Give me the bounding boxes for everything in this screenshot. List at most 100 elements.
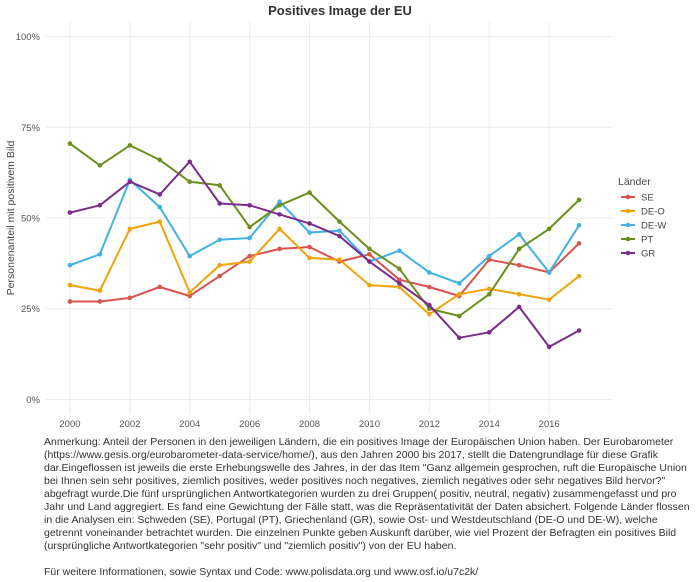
data-point-se bbox=[516, 262, 522, 268]
legend-marker-pt bbox=[625, 236, 631, 242]
data-point-se bbox=[307, 244, 312, 250]
data-point-pt bbox=[546, 226, 552, 232]
y-tick-label: 75% bbox=[21, 123, 41, 134]
data-point-de-w bbox=[277, 199, 282, 204]
footnote-text: Anmerkung: Anteil der Personen in den je… bbox=[44, 436, 690, 552]
y-axis-label: Personenanteil mit positivem Bild bbox=[5, 141, 17, 296]
data-point-pt bbox=[67, 141, 73, 146]
data-point-de-w bbox=[337, 228, 342, 234]
footnote: Anmerkung: Anteil der Personen in den je… bbox=[44, 436, 692, 579]
data-point-de-w bbox=[247, 235, 252, 241]
data-point-de-w bbox=[546, 270, 552, 275]
x-tick-label: 2008 bbox=[299, 419, 320, 430]
data-point-de-w bbox=[456, 281, 462, 286]
data-point-gr bbox=[516, 304, 522, 310]
data-point-de-o bbox=[546, 297, 552, 302]
chart-title: Positives Image der EU bbox=[268, 3, 412, 18]
data-point-pt bbox=[187, 179, 193, 185]
legend-label-gr: GR bbox=[641, 249, 655, 260]
data-point-se bbox=[217, 273, 222, 279]
series-line-se bbox=[70, 242, 580, 303]
data-point-pt bbox=[367, 246, 372, 252]
series-line-de-w bbox=[69, 178, 580, 285]
data-point-de-o bbox=[187, 290, 193, 295]
data-point-pt bbox=[456, 313, 462, 319]
data-point-pt bbox=[157, 157, 163, 163]
data-point-de-o bbox=[307, 255, 312, 261]
legend: Länder SE DE-O DE-W PT GR bbox=[618, 176, 666, 260]
x-tick-label: 2006 bbox=[239, 419, 260, 430]
data-point-de-o bbox=[217, 262, 222, 268]
data-point-de-w bbox=[217, 237, 222, 243]
data-point-de-o bbox=[397, 284, 402, 290]
data-point-gr bbox=[307, 221, 312, 226]
data-point-de-w bbox=[486, 253, 492, 259]
data-point-de-w bbox=[157, 204, 163, 210]
data-point-se bbox=[277, 246, 282, 252]
x-tick-label: 2012 bbox=[419, 419, 440, 430]
legend-marker-de-w bbox=[625, 222, 631, 228]
data-point-de-o bbox=[67, 282, 73, 288]
data-point-se bbox=[486, 257, 492, 263]
data-point-de-o bbox=[127, 226, 133, 232]
data-point-gr bbox=[157, 192, 163, 197]
footnote-more-info: Für weitere Informationen, sowie Syntax … bbox=[44, 566, 479, 578]
data-point-se bbox=[157, 284, 163, 290]
data-point-gr bbox=[486, 330, 492, 335]
data-point-de-w bbox=[516, 232, 522, 237]
grid bbox=[46, 22, 612, 414]
data-point-pt bbox=[516, 246, 522, 252]
data-point-gr bbox=[576, 328, 582, 333]
data-point-gr bbox=[187, 159, 193, 165]
data-point-se bbox=[187, 293, 193, 299]
x-tick-label: 2002 bbox=[119, 419, 140, 430]
data-point-pt bbox=[576, 197, 582, 203]
data-point-pt bbox=[217, 183, 222, 188]
data-point-se bbox=[576, 241, 582, 246]
data-point-pt bbox=[277, 202, 282, 208]
series bbox=[67, 141, 582, 350]
data-point-gr bbox=[427, 302, 432, 308]
series-line-de-o bbox=[69, 220, 580, 316]
data-point-de-o bbox=[337, 257, 342, 263]
data-point-gr bbox=[367, 259, 372, 264]
data-point-de-o bbox=[516, 291, 522, 297]
data-point-gr bbox=[546, 344, 552, 350]
data-point-se bbox=[127, 295, 133, 301]
legend-label-de-w: DE-W bbox=[641, 221, 666, 232]
data-point-gr bbox=[456, 335, 462, 341]
y-tick-label: 25% bbox=[21, 304, 41, 315]
data-point-pt bbox=[97, 163, 103, 168]
data-point-pt bbox=[337, 219, 342, 224]
data-point-de-o bbox=[97, 288, 103, 293]
x-tick-label: 2010 bbox=[359, 419, 380, 430]
data-point-se bbox=[97, 299, 103, 304]
data-point-pt bbox=[397, 266, 402, 272]
legend-label-pt: PT bbox=[641, 235, 653, 246]
y-tick-label: 0% bbox=[26, 395, 40, 406]
data-point-de-o bbox=[277, 226, 282, 232]
data-point-gr bbox=[217, 201, 222, 206]
data-point-gr bbox=[67, 210, 73, 215]
data-point-de-o bbox=[456, 291, 462, 297]
legend-marker-de-o bbox=[625, 208, 631, 214]
data-point-de-o bbox=[486, 286, 492, 292]
data-point-de-w bbox=[187, 253, 193, 259]
legend-label-se: SE bbox=[641, 193, 654, 204]
data-point-gr bbox=[277, 212, 282, 217]
data-point-de-o bbox=[367, 282, 372, 288]
data-point-se bbox=[67, 299, 73, 304]
data-point-de-w bbox=[307, 230, 312, 235]
legend-label-de-o: DE-O bbox=[641, 207, 665, 218]
data-point-pt bbox=[486, 291, 492, 297]
data-point-de-w bbox=[397, 248, 402, 253]
x-tick-label: 2000 bbox=[59, 419, 80, 430]
data-point-se bbox=[247, 253, 252, 259]
data-point-pt bbox=[247, 224, 252, 230]
data-point-gr bbox=[127, 179, 133, 185]
x-tick-label: 2004 bbox=[179, 419, 200, 430]
data-point-de-o bbox=[427, 311, 432, 317]
data-point-de-o bbox=[576, 273, 582, 279]
data-point-gr bbox=[97, 202, 103, 208]
x-tick-label: 2016 bbox=[539, 419, 560, 430]
